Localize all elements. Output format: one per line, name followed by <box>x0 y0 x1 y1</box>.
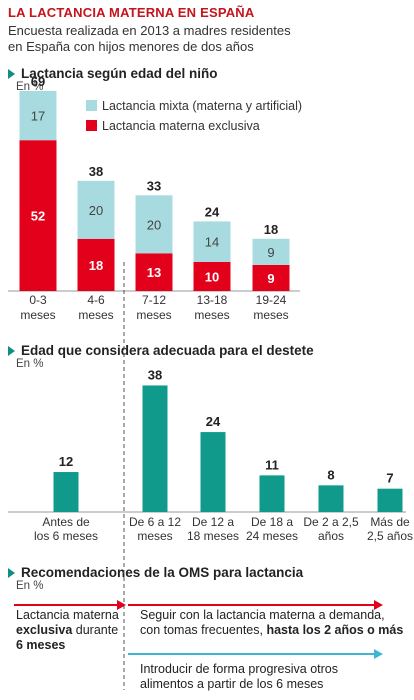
data-label-mixta: 20 <box>147 217 161 232</box>
x-tick-label: meses <box>136 308 171 322</box>
data-label-exclusiva: 10 <box>205 270 219 285</box>
oms-left-bold: exclusiva <box>16 623 73 637</box>
x-tick-label: 0-3 <box>29 293 47 307</box>
x-tick-label: De 18 a <box>251 515 293 529</box>
bar-destete <box>200 432 226 512</box>
data-label-mixta: 14 <box>205 235 219 250</box>
data-label-value: 11 <box>265 457 279 472</box>
bar-mixta <box>193 221 231 262</box>
bar-destete <box>318 485 344 512</box>
section-title-destete: Edad que considera adecuada para el dest… <box>8 343 314 358</box>
infographic-title: LA LACTANCIA MATERNA EN ESPAÑA <box>8 5 255 20</box>
data-label-value: 38 <box>148 367 162 382</box>
data-label-total: 24 <box>205 204 220 219</box>
oms-right-text: Seguir con la lactancia materna a demand… <box>140 608 403 638</box>
x-tick-label: meses <box>194 308 229 322</box>
oms-left-rest: durante <box>72 623 119 637</box>
x-tick-label: meses <box>20 308 55 322</box>
bar-exclusiva <box>77 238 115 291</box>
data-label-total: 33 <box>147 178 161 193</box>
arrowhead-icon <box>117 600 126 610</box>
x-tick-label: De 6 a 12 <box>129 515 181 529</box>
unit-label: En % <box>16 81 44 93</box>
section-title-text: Recomendaciones de la OMS para lactancia <box>21 565 304 580</box>
bar-exclusiva <box>19 140 57 291</box>
x-tick-label: 7-12 <box>142 293 166 307</box>
data-label-value: 7 <box>386 471 393 486</box>
oms-right-line2b: hasta los 2 años o más <box>266 623 404 637</box>
oms-right-line2a: con tomas frecuentes, <box>140 623 267 637</box>
section-title-text: Lactancia según edad del niño <box>21 66 218 81</box>
x-tick-label: De 12 a <box>192 515 234 529</box>
triangle-bullet-icon <box>8 68 15 79</box>
data-label-total: 18 <box>264 222 278 237</box>
x-tick-label: Más de <box>370 515 410 529</box>
data-label-exclusiva: 18 <box>89 258 103 273</box>
oms-blue-line2: alimentos a partir de los 6 meses <box>140 677 324 691</box>
x-tick-label: 13-18 <box>197 293 228 307</box>
data-label-exclusiva: 9 <box>267 271 274 286</box>
oms-left-line3: 6 meses <box>16 638 66 652</box>
oms-right-line1: Seguir con la lactancia materna a demand… <box>140 608 385 622</box>
unit-label: En % <box>16 358 44 370</box>
infographic-subtitle: Encuesta realizada en 2013 a madres resi… <box>8 23 291 54</box>
data-label-value: 12 <box>59 454 73 469</box>
unit-label: En % <box>16 580 44 592</box>
oms-blue-line1: Introducir de forma progresiva otros <box>140 662 339 676</box>
x-tick-label: meses <box>78 308 113 322</box>
bar-exclusiva <box>252 264 290 291</box>
bar-exclusiva <box>135 253 173 291</box>
data-label-exclusiva: 13 <box>147 265 161 280</box>
bar-mixta <box>19 90 57 141</box>
oms-blue-text: Introducir de forma progresiva otros ali… <box>140 662 338 692</box>
data-label-mixta: 9 <box>267 245 274 260</box>
section-title-lactancia: Lactancia según edad del niño <box>8 66 218 81</box>
data-label-exclusiva: 52 <box>31 209 45 224</box>
legend-label-exclusiva: Lactancia materna exclusiva <box>102 119 260 133</box>
oms-left-line1: Lactancia materna <box>16 608 119 622</box>
bar-destete <box>377 488 403 512</box>
arrowhead-icon <box>374 649 383 659</box>
arrowhead-icon <box>374 600 383 610</box>
x-tick-label: meses <box>137 529 172 543</box>
bar-destete <box>142 385 168 512</box>
bar-mixta <box>135 195 173 254</box>
oms-left-line2: exclusiva durante <box>16 623 119 638</box>
legend-label-mixta: Lactancia mixta (materna y artificial) <box>102 99 302 113</box>
triangle-bullet-icon <box>8 345 15 356</box>
x-tick-label: 2,5 años <box>367 529 413 543</box>
oms-left-text: Lactancia materna exclusiva durante 6 me… <box>16 608 119 653</box>
bar-destete <box>53 472 79 512</box>
data-label-mixta: 17 <box>31 109 45 124</box>
bar-exclusiva <box>193 262 231 291</box>
x-tick-label: los 6 meses <box>34 529 98 543</box>
data-label-total: 38 <box>89 164 103 179</box>
x-tick-label: meses <box>253 308 288 322</box>
bar-mixta <box>77 180 115 239</box>
x-tick-label: Antes de <box>42 515 90 529</box>
data-label-value: 24 <box>206 414 221 429</box>
x-tick-label: 19-24 <box>256 293 287 307</box>
legend-swatch-exclusiva <box>86 120 97 131</box>
x-tick-label: De 2 a 2,5 <box>303 515 359 529</box>
section-title-oms: Recomendaciones de la OMS para lactancia <box>8 565 303 580</box>
x-tick-label: años <box>318 529 344 543</box>
triangle-bullet-icon <box>8 567 15 578</box>
data-label-value: 8 <box>327 467 334 482</box>
data-label-total: 69 <box>31 74 45 89</box>
bar-destete <box>259 475 285 512</box>
oms-right-line2: con tomas frecuentes, hasta los 2 años o… <box>140 623 403 638</box>
x-tick-label: 4-6 <box>87 293 105 307</box>
legend-swatch-mixta <box>86 100 97 111</box>
x-tick-label: 24 meses <box>246 529 298 543</box>
data-label-mixta: 20 <box>89 203 103 218</box>
section-title-text: Edad que considera adecuada para el dest… <box>21 343 314 358</box>
x-tick-label: 18 meses <box>187 529 239 543</box>
bar-mixta <box>252 238 290 265</box>
